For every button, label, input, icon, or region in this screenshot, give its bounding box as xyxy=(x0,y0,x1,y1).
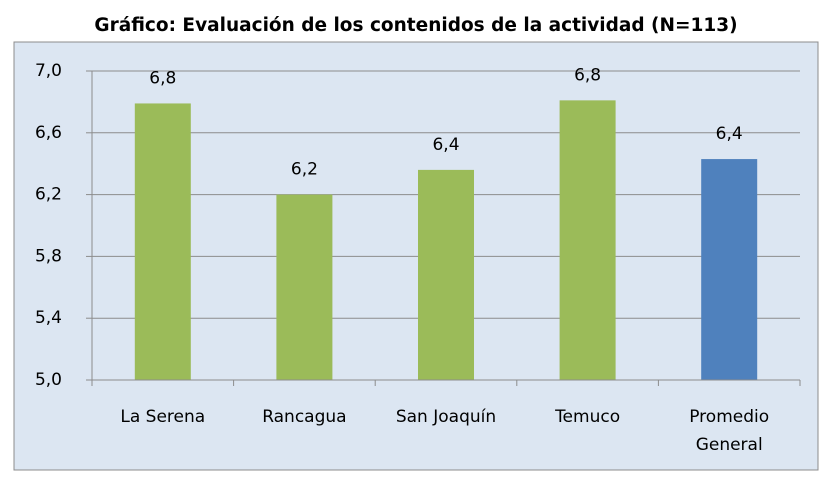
bar xyxy=(276,194,333,380)
data-label: 6,8 xyxy=(149,68,176,88)
x-tick-label: Temuco xyxy=(554,407,620,427)
bar xyxy=(134,103,191,380)
x-tick-label: San Joaquín xyxy=(396,407,496,427)
bar xyxy=(701,159,758,380)
bar xyxy=(418,169,474,380)
y-tick-label: 5,0 xyxy=(35,370,62,390)
x-tick-label: Rancagua xyxy=(262,407,346,427)
data-label: 6,4 xyxy=(432,135,459,155)
x-tick-label: Promedio General xyxy=(689,407,769,455)
data-label: 6,8 xyxy=(574,65,601,85)
y-tick-label: 6,2 xyxy=(35,185,62,205)
x-tick-label: La Serena xyxy=(120,407,205,427)
y-tick-label: 5,4 xyxy=(35,308,62,328)
bar xyxy=(559,100,616,380)
y-tick-label: 5,8 xyxy=(35,246,62,266)
data-label: 6,2 xyxy=(291,160,318,180)
data-label: 6,4 xyxy=(716,124,743,144)
y-tick-label: 6,6 xyxy=(35,123,62,143)
chart-title: Gráfico: Evaluación de los contenidos de… xyxy=(94,15,737,36)
y-tick-label: 7,0 xyxy=(35,61,62,81)
